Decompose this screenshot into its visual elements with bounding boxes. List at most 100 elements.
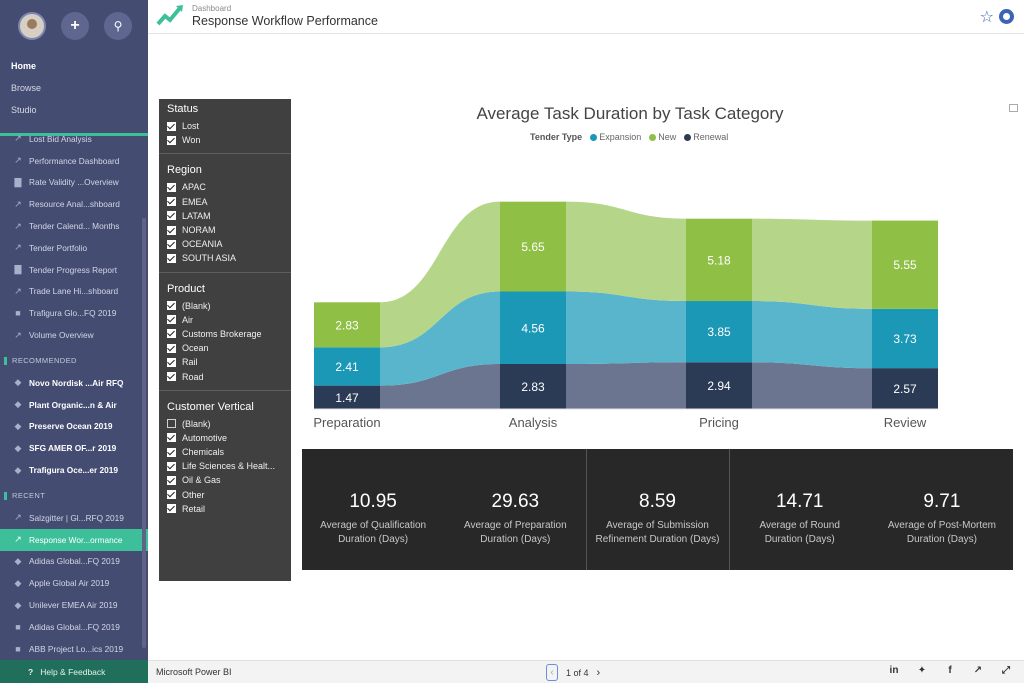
nav-item[interactable]: ↗ Volume Overview <box>0 324 148 346</box>
breadcrumb[interactable]: Dashboard <box>192 4 232 13</box>
nav-item[interactable]: ▇ Rate Validity ...Overview <box>0 172 148 194</box>
filter-option[interactable]: Life Sciences & Healt... <box>167 459 291 473</box>
bar-new[interactable] <box>314 302 380 348</box>
recommended-item[interactable]: ◆ Plant Organic...n & Air <box>0 394 148 416</box>
recent-item[interactable]: ■ ABB Project Lo...ics 2019 <box>0 638 148 660</box>
focus-mode-icon[interactable] <box>1009 104 1018 112</box>
bar-renewal[interactable] <box>872 368 938 409</box>
filter-option[interactable]: (Blank) <box>167 417 291 431</box>
nav-scrollbar[interactable] <box>142 218 146 648</box>
bar-renewal[interactable] <box>500 364 566 409</box>
nav-browse[interactable]: Browse <box>11 83 42 93</box>
filter-option[interactable]: LATAM <box>167 209 291 223</box>
recent-item[interactable]: ◆ Unilever EMEA Air 2019 <box>0 594 148 616</box>
checkbox[interactable] <box>167 447 176 457</box>
favorite-star-icon[interactable]: ☆ <box>979 9 994 26</box>
filter-option[interactable]: Oil & Gas <box>167 473 291 487</box>
help-feedback-button[interactable]: ? Help & Feedback <box>0 660 148 683</box>
settings-gear-icon[interactable] <box>999 9 1014 24</box>
bar-expansion[interactable] <box>872 308 938 369</box>
filter-option[interactable]: Ocean <box>167 341 291 355</box>
facebook-icon[interactable]: f <box>948 665 952 676</box>
checkbox[interactable] <box>167 329 176 339</box>
nav-item[interactable]: ↗ Resource Anal...shboard <box>0 193 148 215</box>
bar-renewal[interactable] <box>686 362 752 409</box>
nav-item[interactable]: ↗ Tender Portfolio <box>0 237 148 259</box>
linkedin-icon[interactable]: in <box>889 665 899 676</box>
kpi-label: Average of Qualification Duration (Days) <box>316 519 430 547</box>
checkbox[interactable] <box>167 135 176 145</box>
recent-item[interactable]: ↗ Response Wor...ormance <box>0 528 148 551</box>
previous-page-button[interactable]: ‹ <box>546 664 558 681</box>
add-button[interactable]: + <box>61 12 89 40</box>
checkbox[interactable] <box>167 239 176 249</box>
bar-renewal[interactable] <box>314 385 380 409</box>
checkbox[interactable] <box>167 461 176 471</box>
checkbox[interactable] <box>167 343 176 353</box>
filter-option[interactable]: SOUTH ASIA <box>167 251 291 265</box>
checkbox[interactable] <box>167 301 176 311</box>
checkbox[interactable] <box>167 121 176 131</box>
checkbox[interactable] <box>167 253 176 263</box>
filter-option[interactable]: EMEA <box>167 195 291 209</box>
recent-item[interactable]: ■ Adidas Global...FQ 2019 <box>0 616 148 638</box>
checkbox[interactable] <box>167 419 176 429</box>
nav-item[interactable]: ↗ Tender Calend... Months <box>0 215 148 237</box>
legend-item[interactable]: Renewal <box>684 132 728 142</box>
bar-expansion[interactable] <box>500 291 566 365</box>
recommended-item[interactable]: ◆ Preserve Ocean 2019 <box>0 416 148 438</box>
filter-option[interactable]: Won <box>167 133 291 147</box>
filter-option[interactable]: Automotive <box>167 431 291 445</box>
avatar[interactable] <box>18 12 46 40</box>
checkbox[interactable] <box>167 372 176 382</box>
filter-option[interactable]: OCEANIA <box>167 237 291 251</box>
powerbi-brand[interactable]: Microsoft Power BI <box>156 667 232 677</box>
fullscreen-icon[interactable]: ⤢ <box>1002 665 1010 676</box>
filter-option[interactable]: Other <box>167 488 291 502</box>
recent-item[interactable]: ◆ Apple Global Air 2019 <box>0 572 148 594</box>
nav-item[interactable]: ▇ Tender Progress Report <box>0 259 148 281</box>
share-icon[interactable]: ↗ <box>973 665 983 676</box>
search-button[interactable]: ⚲ <box>104 12 132 40</box>
filter-option[interactable]: Air <box>167 313 291 327</box>
bar-expansion[interactable] <box>686 301 752 363</box>
filter-option[interactable]: Retail <box>167 502 291 516</box>
recommended-item[interactable]: ◆ Novo Nordisk ...Air RFQ <box>0 372 148 394</box>
nav-item[interactable]: ↗ Trade Lane Hi...shboard <box>0 281 148 303</box>
filter-option[interactable]: Chemicals <box>167 445 291 459</box>
nav-item[interactable]: ↗ Performance Dashboard <box>0 150 148 172</box>
recent-item[interactable]: ◆ Adidas Global...FQ 2019 <box>0 551 148 573</box>
recommended-item[interactable]: ◆ Trafigura Oce...er 2019 <box>0 459 148 481</box>
nav-studio[interactable]: Studio <box>11 105 37 115</box>
checkbox[interactable] <box>167 225 176 235</box>
checkbox[interactable] <box>167 475 176 485</box>
bar-expansion[interactable] <box>314 347 380 386</box>
checkbox[interactable] <box>167 211 176 221</box>
nav-item[interactable]: ↗ Lost Bid Analysis <box>0 128 148 150</box>
bar-new[interactable] <box>686 218 752 302</box>
bar-new[interactable] <box>872 220 938 309</box>
twitter-icon[interactable]: ✦ <box>917 665 927 676</box>
checkbox[interactable] <box>167 357 176 367</box>
legend-item[interactable]: New <box>649 132 676 142</box>
filter-option[interactable]: Rail <box>167 355 291 369</box>
recent-item[interactable]: ↗ Salzgitter | Gl...RFQ 2019 <box>0 507 148 529</box>
filter-option[interactable]: APAC <box>167 180 291 194</box>
filter-option[interactable]: (Blank) <box>167 299 291 313</box>
recommended-item[interactable]: ◆ SFG AMER OF...r 2019 <box>0 437 148 459</box>
nav-home[interactable]: Home <box>11 61 37 71</box>
next-page-button[interactable]: › <box>596 666 601 679</box>
checkbox[interactable] <box>167 197 176 207</box>
checkbox[interactable] <box>167 433 176 443</box>
checkbox[interactable] <box>167 490 176 500</box>
filter-option[interactable]: Customs Brokerage <box>167 327 291 341</box>
filter-option[interactable]: Lost <box>167 119 291 133</box>
nav-item[interactable]: ■ Trafigura Glo...FQ 2019 <box>0 302 148 324</box>
bar-new[interactable] <box>500 201 566 292</box>
checkbox[interactable] <box>167 315 176 325</box>
filter-option[interactable]: Road <box>167 369 291 383</box>
checkbox[interactable] <box>167 182 176 192</box>
filter-option[interactable]: NORAM <box>167 223 291 237</box>
checkbox[interactable] <box>167 504 176 514</box>
legend-item[interactable]: Expansion <box>590 132 641 142</box>
